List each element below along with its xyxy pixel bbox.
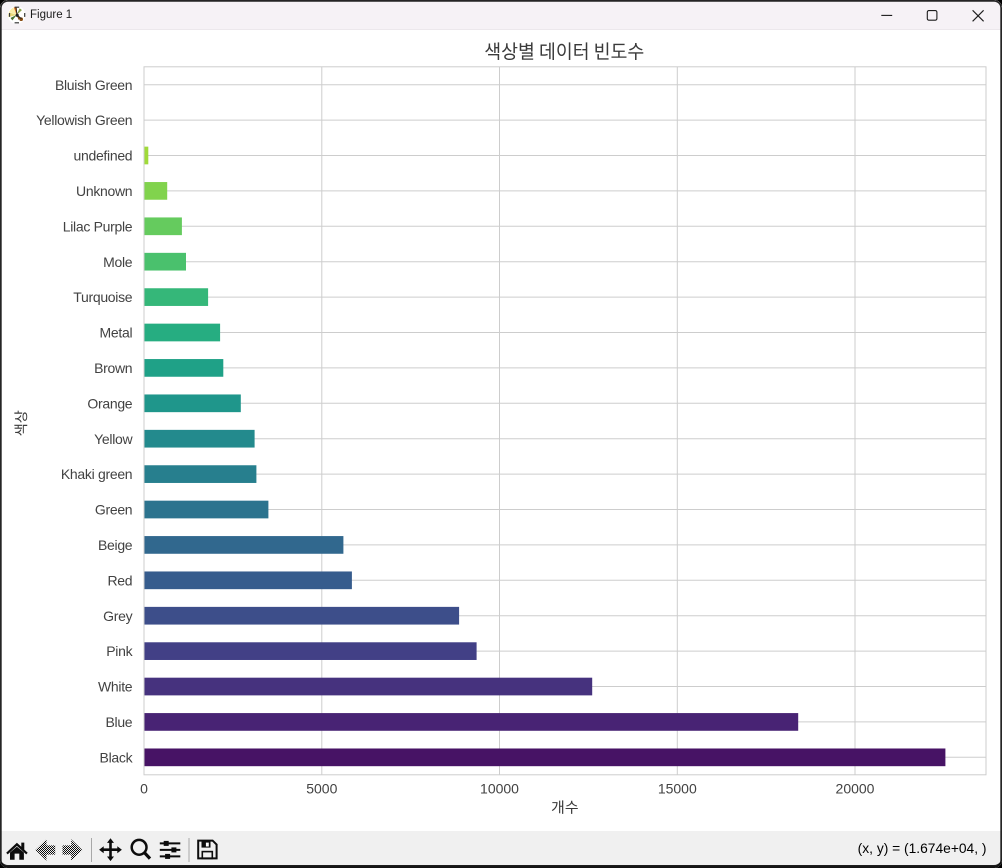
svg-text:undefined: undefined bbox=[73, 148, 132, 164]
svg-text:Black: Black bbox=[100, 749, 134, 765]
svg-text:10000: 10000 bbox=[480, 781, 519, 797]
svg-text:Yellow: Yellow bbox=[94, 431, 133, 447]
svg-text:20000: 20000 bbox=[836, 781, 875, 797]
svg-text:Lilac Purple: Lilac Purple bbox=[63, 218, 133, 234]
svg-text:Metal: Metal bbox=[100, 325, 133, 341]
svg-text:Red: Red bbox=[108, 572, 133, 588]
svg-text:Pink: Pink bbox=[106, 643, 133, 659]
svg-text:Yellowish Green: Yellowish Green bbox=[36, 112, 132, 128]
svg-text:Bluish Green: Bluish Green bbox=[55, 77, 132, 93]
svg-text:Beige: Beige bbox=[98, 537, 133, 553]
svg-text:Blue: Blue bbox=[105, 714, 132, 730]
svg-text:0: 0 bbox=[140, 781, 148, 797]
svg-text:White: White bbox=[98, 679, 133, 695]
svg-text:Brown: Brown bbox=[94, 360, 132, 376]
svg-text:Khaki green: Khaki green bbox=[61, 466, 132, 482]
svg-text:15000: 15000 bbox=[658, 781, 697, 797]
svg-text:Green: Green bbox=[95, 502, 132, 518]
svg-text:Turquoise: Turquoise bbox=[73, 289, 133, 305]
svg-text:Grey: Grey bbox=[103, 608, 132, 624]
svg-text:Orange: Orange bbox=[87, 395, 132, 411]
svg-text:5000: 5000 bbox=[306, 781, 337, 797]
svg-text:Mole: Mole bbox=[103, 254, 133, 270]
svg-text:Unknown: Unknown bbox=[76, 183, 132, 199]
